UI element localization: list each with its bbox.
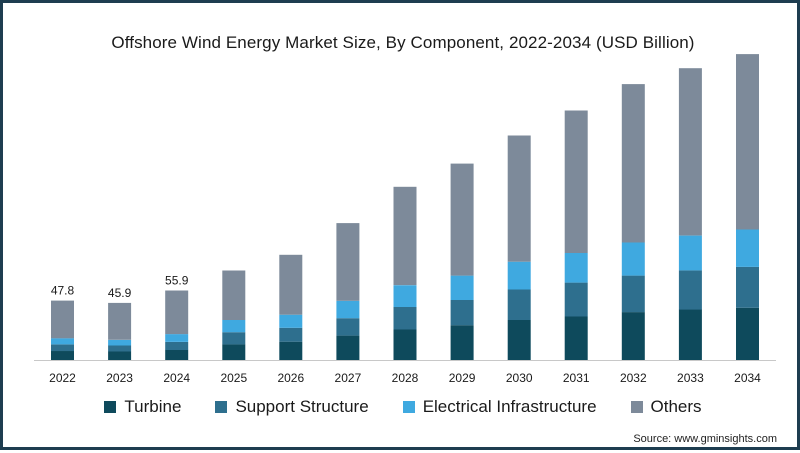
bar-support-structure-2025 bbox=[222, 332, 246, 345]
bar-turbine-2030 bbox=[507, 320, 531, 360]
chart-title: Offshore Wind Energy Market Size, By Com… bbox=[111, 33, 695, 52]
bar-others-2034 bbox=[736, 54, 759, 230]
bar-support-structure-2029 bbox=[450, 300, 474, 326]
bar-electrical-infrastructure-2025 bbox=[222, 320, 246, 333]
bar-electrical-infrastructure-2026 bbox=[279, 314, 303, 328]
legend-label-electrical-infrastructure: Electrical Infrastructure bbox=[422, 397, 597, 416]
x-tick-label-2034: 2034 bbox=[734, 371, 761, 385]
bar-support-structure-2024 bbox=[165, 342, 189, 350]
bar-support-structure-2030 bbox=[507, 289, 531, 320]
bar-electrical-infrastructure-2032 bbox=[621, 242, 645, 276]
source-note: Source: www.gminsights.com bbox=[633, 433, 777, 445]
legend-swatch-turbine bbox=[104, 401, 117, 413]
bar-others-2028 bbox=[393, 186, 417, 286]
bar-electrical-infrastructure-2034 bbox=[736, 229, 759, 267]
x-tick-label-2025: 2025 bbox=[220, 371, 247, 385]
bar-others-2032 bbox=[621, 84, 645, 243]
data-label-2022: 47.8 bbox=[51, 284, 75, 298]
data-label-2023: 45.9 bbox=[108, 286, 132, 300]
bar-support-structure-2033 bbox=[678, 270, 702, 310]
bar-others-2031 bbox=[564, 110, 588, 253]
bar-electrical-infrastructure-2027 bbox=[336, 300, 360, 319]
bar-turbine-2022 bbox=[51, 351, 74, 360]
bar-turbine-2032 bbox=[621, 312, 645, 360]
legend-item-support-structure: Support Structure bbox=[215, 397, 369, 417]
bar-turbine-2033 bbox=[678, 309, 702, 360]
x-tick-label-2028: 2028 bbox=[392, 371, 419, 385]
bar-electrical-infrastructure-2022 bbox=[51, 338, 74, 345]
legend-label-others: Others bbox=[650, 397, 702, 416]
bar-support-structure-2022 bbox=[51, 344, 74, 352]
bar-electrical-infrastructure-2023 bbox=[108, 339, 132, 346]
bar-electrical-infrastructure-2029 bbox=[450, 275, 474, 300]
legend-item-electrical-infrastructure: Electrical Infrastructure bbox=[402, 397, 597, 417]
legend-item-turbine: Turbine bbox=[104, 397, 181, 417]
legend-label-support-structure: Support Structure bbox=[235, 397, 369, 416]
bar-support-structure-2031 bbox=[564, 282, 588, 317]
bar-electrical-infrastructure-2031 bbox=[564, 253, 588, 283]
bar-others-2029 bbox=[450, 163, 474, 276]
bar-support-structure-2032 bbox=[621, 275, 645, 313]
chart-plot: 2022 2023 2024 2025 2026 2027 2028 2029 2030 2031… bbox=[34, 54, 776, 385]
legend-swatch-support-structure bbox=[215, 401, 228, 413]
bar-others-2030 bbox=[507, 135, 531, 262]
bar-turbine-2023 bbox=[108, 351, 132, 360]
legend-label-turbine: Turbine bbox=[124, 397, 182, 416]
x-tick-label-2022: 2022 bbox=[49, 371, 76, 385]
legend-item-others: Others bbox=[630, 397, 702, 417]
bar-others-2022 bbox=[51, 300, 74, 339]
bar-support-structure-2034 bbox=[736, 266, 759, 308]
bar-others-2023 bbox=[108, 302, 132, 340]
bar-others-2026 bbox=[279, 254, 303, 315]
data-label-2024: 55.9 bbox=[165, 274, 189, 288]
bar-turbine-2025 bbox=[222, 344, 246, 360]
bar-others-2024 bbox=[165, 290, 189, 335]
chart-legend: Turbine Support Structure Electrical Inf… bbox=[3, 397, 800, 417]
bar-turbine-2028 bbox=[393, 329, 417, 360]
bar-turbine-2026 bbox=[279, 341, 303, 360]
bar-electrical-infrastructure-2030 bbox=[507, 261, 531, 290]
x-tick-label-2032: 2032 bbox=[620, 371, 647, 385]
legend-swatch-electrical-infrastructure bbox=[402, 401, 415, 413]
bar-turbine-2027 bbox=[336, 335, 360, 360]
bar-turbine-2029 bbox=[450, 325, 474, 360]
legend-swatch-others bbox=[630, 401, 643, 413]
bar-support-structure-2023 bbox=[108, 345, 132, 352]
bar-others-2027 bbox=[336, 223, 360, 301]
x-tick-label-2023: 2023 bbox=[106, 371, 133, 385]
bar-others-2033 bbox=[678, 68, 702, 236]
bar-turbine-2024 bbox=[165, 349, 189, 360]
x-tick-label-2033: 2033 bbox=[677, 371, 704, 385]
x-tick-label-2024: 2024 bbox=[163, 371, 190, 385]
bar-support-structure-2026 bbox=[279, 327, 303, 342]
bar-electrical-infrastructure-2024 bbox=[165, 334, 189, 342]
x-tick-label-2026: 2026 bbox=[277, 371, 304, 385]
bar-turbine-2034 bbox=[736, 307, 759, 360]
bar-electrical-infrastructure-2028 bbox=[393, 285, 417, 307]
bar-support-structure-2028 bbox=[393, 306, 417, 330]
bar-turbine-2031 bbox=[564, 316, 588, 360]
bar-others-2025 bbox=[222, 270, 246, 320]
x-tick-label-2027: 2027 bbox=[335, 371, 362, 385]
x-tick-label-2031: 2031 bbox=[563, 371, 590, 385]
bar-support-structure-2027 bbox=[336, 318, 360, 336]
x-tick-label-2030: 2030 bbox=[506, 371, 533, 385]
bar-electrical-infrastructure-2033 bbox=[678, 235, 702, 271]
x-tick-label-2029: 2029 bbox=[449, 371, 476, 385]
